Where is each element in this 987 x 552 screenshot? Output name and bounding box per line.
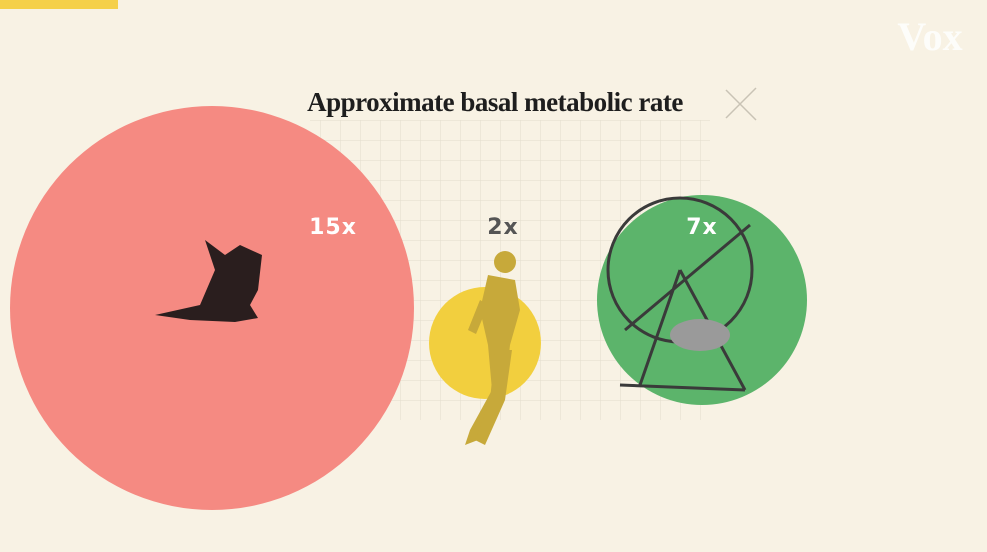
human-label: 2x bbox=[487, 215, 519, 240]
hamster-label: 7x bbox=[686, 215, 718, 240]
hamster-circle bbox=[597, 195, 807, 405]
runner bbox=[465, 251, 520, 445]
hamster bbox=[670, 319, 730, 351]
title: Approximate basal metabolic rate bbox=[307, 87, 683, 117]
bird-label: 15x bbox=[309, 215, 357, 240]
close-mark bbox=[725, 87, 757, 121]
accent-bar bbox=[0, 0, 118, 9]
bird bbox=[155, 240, 262, 322]
logo: Vox bbox=[897, 14, 962, 59]
